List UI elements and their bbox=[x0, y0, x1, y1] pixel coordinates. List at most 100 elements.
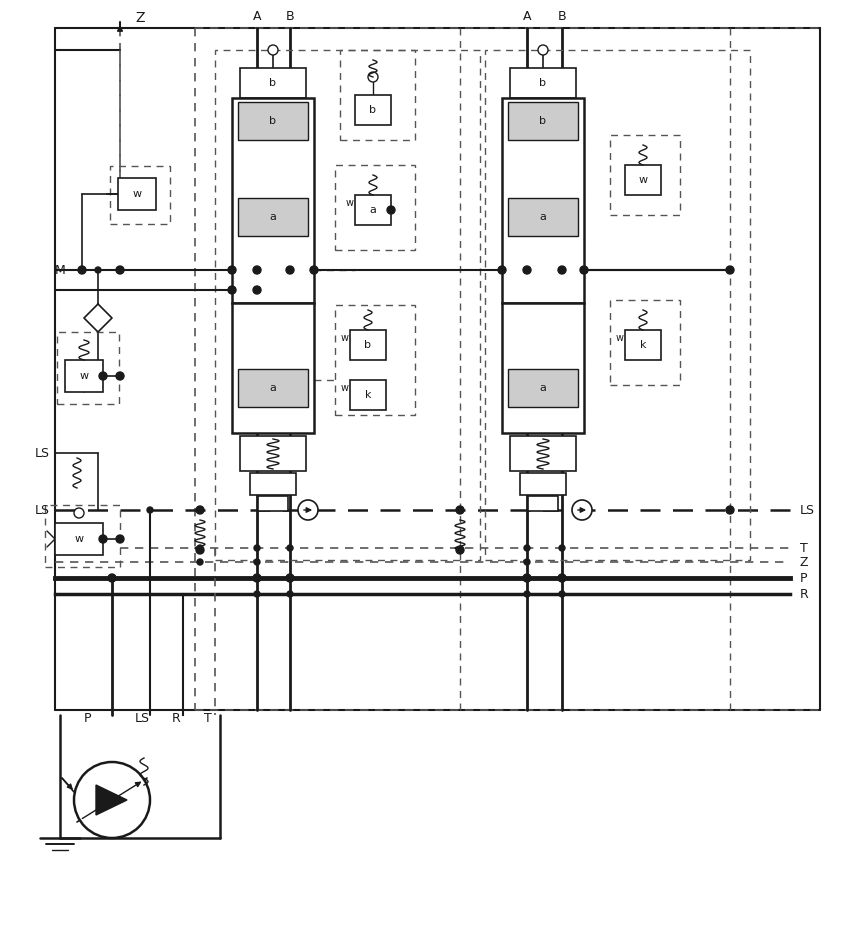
Circle shape bbox=[116, 535, 124, 543]
Circle shape bbox=[580, 266, 588, 274]
Text: LS: LS bbox=[800, 504, 815, 516]
Text: a: a bbox=[539, 383, 546, 393]
Circle shape bbox=[147, 507, 153, 513]
Bar bbox=[625, 165, 661, 195]
Circle shape bbox=[287, 545, 293, 551]
Text: P: P bbox=[800, 571, 807, 585]
Circle shape bbox=[196, 506, 204, 514]
Text: k: k bbox=[365, 390, 372, 400]
Circle shape bbox=[108, 574, 116, 582]
Text: b: b bbox=[539, 116, 546, 126]
Bar bbox=[355, 195, 391, 225]
Text: A: A bbox=[523, 9, 532, 23]
Bar bbox=[355, 95, 391, 125]
Circle shape bbox=[726, 506, 734, 514]
Bar bbox=[340, 50, 415, 140]
Circle shape bbox=[523, 266, 531, 274]
Bar bbox=[250, 473, 296, 495]
Text: a: a bbox=[270, 212, 276, 222]
Circle shape bbox=[78, 266, 86, 274]
Circle shape bbox=[196, 546, 204, 554]
Polygon shape bbox=[96, 785, 127, 815]
Text: T: T bbox=[204, 712, 212, 724]
Bar bbox=[508, 102, 578, 140]
Text: B: B bbox=[286, 9, 294, 23]
Circle shape bbox=[286, 574, 294, 582]
Bar bbox=[610, 300, 680, 385]
Bar bbox=[240, 436, 306, 471]
Circle shape bbox=[558, 266, 566, 274]
Text: w: w bbox=[341, 333, 349, 343]
Bar bbox=[350, 380, 386, 410]
Text: B: B bbox=[558, 9, 567, 23]
Circle shape bbox=[559, 591, 565, 597]
Text: Z: Z bbox=[800, 555, 809, 568]
Circle shape bbox=[228, 286, 236, 294]
Text: b: b bbox=[270, 78, 276, 88]
Circle shape bbox=[310, 266, 318, 274]
Bar bbox=[110, 166, 170, 224]
Text: a: a bbox=[270, 383, 276, 393]
Circle shape bbox=[116, 372, 124, 380]
Circle shape bbox=[558, 574, 566, 582]
Bar bbox=[485, 50, 750, 560]
Bar bbox=[508, 369, 578, 407]
Text: A: A bbox=[253, 9, 261, 23]
Circle shape bbox=[456, 546, 464, 554]
Text: w: w bbox=[80, 371, 88, 381]
Circle shape bbox=[456, 506, 464, 514]
Bar bbox=[258, 496, 288, 511]
Text: a: a bbox=[539, 212, 546, 222]
Text: b: b bbox=[370, 105, 377, 115]
Bar bbox=[215, 50, 480, 560]
Text: w: w bbox=[346, 198, 354, 208]
Text: LS: LS bbox=[134, 712, 150, 724]
Bar bbox=[508, 198, 578, 236]
Bar bbox=[520, 473, 566, 495]
Bar bbox=[45, 505, 120, 567]
Bar bbox=[510, 436, 576, 471]
Circle shape bbox=[538, 45, 548, 55]
Circle shape bbox=[523, 574, 531, 582]
Text: k: k bbox=[639, 340, 646, 350]
Bar bbox=[510, 68, 576, 98]
Text: Z: Z bbox=[135, 11, 145, 25]
Circle shape bbox=[726, 266, 734, 274]
Circle shape bbox=[228, 266, 236, 274]
Circle shape bbox=[254, 591, 260, 597]
Bar bbox=[350, 330, 386, 360]
Text: w: w bbox=[74, 534, 84, 544]
Text: M: M bbox=[55, 264, 66, 276]
Circle shape bbox=[524, 545, 530, 551]
Circle shape bbox=[498, 266, 506, 274]
Text: a: a bbox=[370, 205, 377, 215]
Circle shape bbox=[253, 266, 261, 274]
Circle shape bbox=[197, 559, 203, 565]
Text: w: w bbox=[341, 383, 349, 393]
Text: T: T bbox=[800, 542, 808, 554]
Circle shape bbox=[286, 266, 294, 274]
Bar bbox=[528, 496, 558, 511]
Text: R: R bbox=[800, 587, 809, 601]
Circle shape bbox=[572, 500, 592, 520]
Bar bbox=[57, 332, 119, 404]
Circle shape bbox=[253, 574, 261, 582]
Circle shape bbox=[254, 559, 260, 565]
Bar bbox=[232, 98, 314, 303]
Text: b: b bbox=[365, 340, 372, 350]
Circle shape bbox=[524, 591, 530, 597]
Circle shape bbox=[116, 266, 124, 274]
Circle shape bbox=[99, 372, 107, 380]
Bar bbox=[335, 165, 415, 250]
Bar bbox=[502, 303, 584, 433]
Circle shape bbox=[287, 591, 293, 597]
Circle shape bbox=[524, 559, 530, 565]
Bar bbox=[240, 68, 306, 98]
Bar bbox=[238, 198, 308, 236]
Bar bbox=[65, 360, 103, 392]
Bar bbox=[118, 178, 156, 210]
Circle shape bbox=[253, 286, 261, 294]
Text: b: b bbox=[539, 78, 546, 88]
Text: w: w bbox=[133, 189, 141, 199]
Circle shape bbox=[74, 762, 150, 838]
